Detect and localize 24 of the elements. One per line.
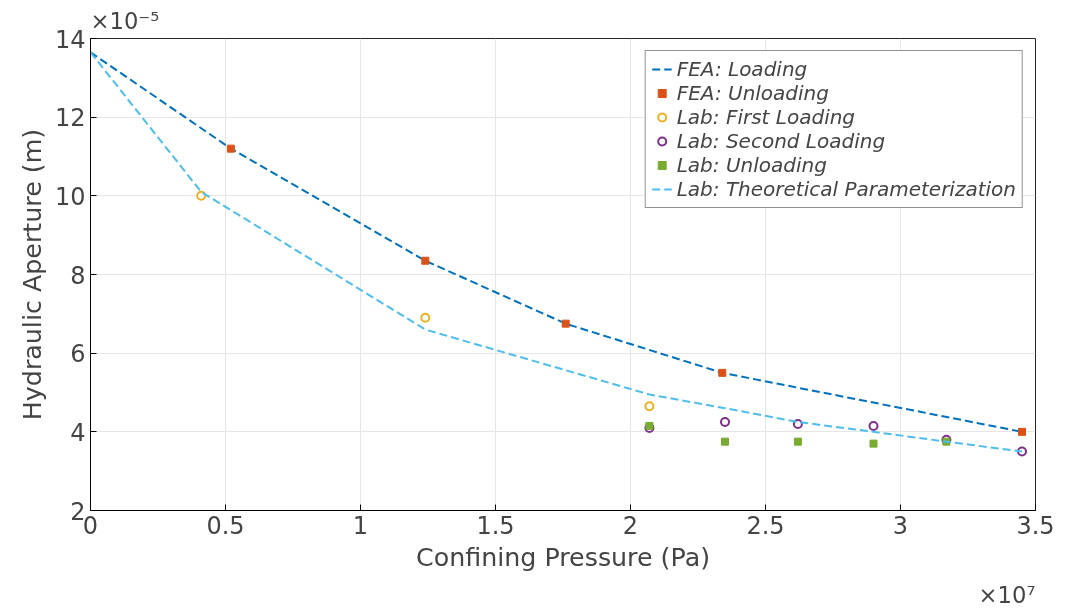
y-tick-label: 14 [54,25,86,54]
x-tick-label: 3 [892,511,909,540]
y-axis-title: Hydraulic Aperture (m) [16,128,47,421]
x-tick-label: 0 [82,511,99,540]
legend-label: Lab: Unloading [676,153,827,177]
y-tick-label: 6 [70,340,86,369]
y-tick-label: 8 [70,261,86,290]
y-tick-label: 10 [54,182,86,211]
legend-label: Lab: First Loading [676,105,856,129]
x-tick-label: 2.5 [746,511,785,540]
legend-label: FEA: Unloading [676,81,829,105]
x-axis-title: Confining Pressure (Pa) [415,541,711,572]
y-tick-label: 4 [70,418,86,447]
legend-label: FEA: Loading [676,57,808,81]
x-tick-label: 0.5 [206,511,245,540]
text: ×10⁷ [978,581,1036,608]
legend-label: Lab: Theoretical Parameterization [676,177,1016,201]
x-tick-label: 1 [352,511,369,540]
text: ×10⁻⁵ [90,7,160,34]
x-tick-label: 1.5 [476,511,515,540]
x-tick-label: 2 [622,511,639,540]
legend-label: Lab: Second Loading [676,129,886,153]
x-tick-label: 3.5 [1016,511,1055,540]
y-tick-label: 12 [54,104,86,133]
